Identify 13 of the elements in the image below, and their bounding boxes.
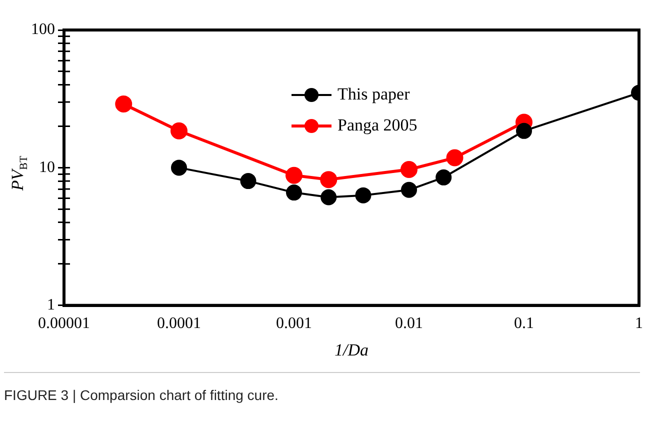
y-tick-label: 10 xyxy=(39,158,55,176)
x-tick-label: 0.00001 xyxy=(38,315,90,332)
y-tick-label: 100 xyxy=(31,21,55,38)
y-tick-label: 1 xyxy=(47,296,55,314)
legend-label: This paper xyxy=(338,84,410,104)
x-tick-label: 1 xyxy=(635,315,643,332)
x-tick-label: 0.001 xyxy=(276,315,312,332)
caption: FIGURE 3 | Comparsion chart of fitting cure. xyxy=(4,372,640,403)
x-tick-label: 0.01 xyxy=(395,315,423,332)
x-axis-title: 1/Da xyxy=(334,340,368,360)
x-tick-label: 0.0001 xyxy=(157,315,201,332)
legend-label: Panga 2005 xyxy=(338,115,418,134)
x-tick-label: 0.1 xyxy=(514,315,534,332)
